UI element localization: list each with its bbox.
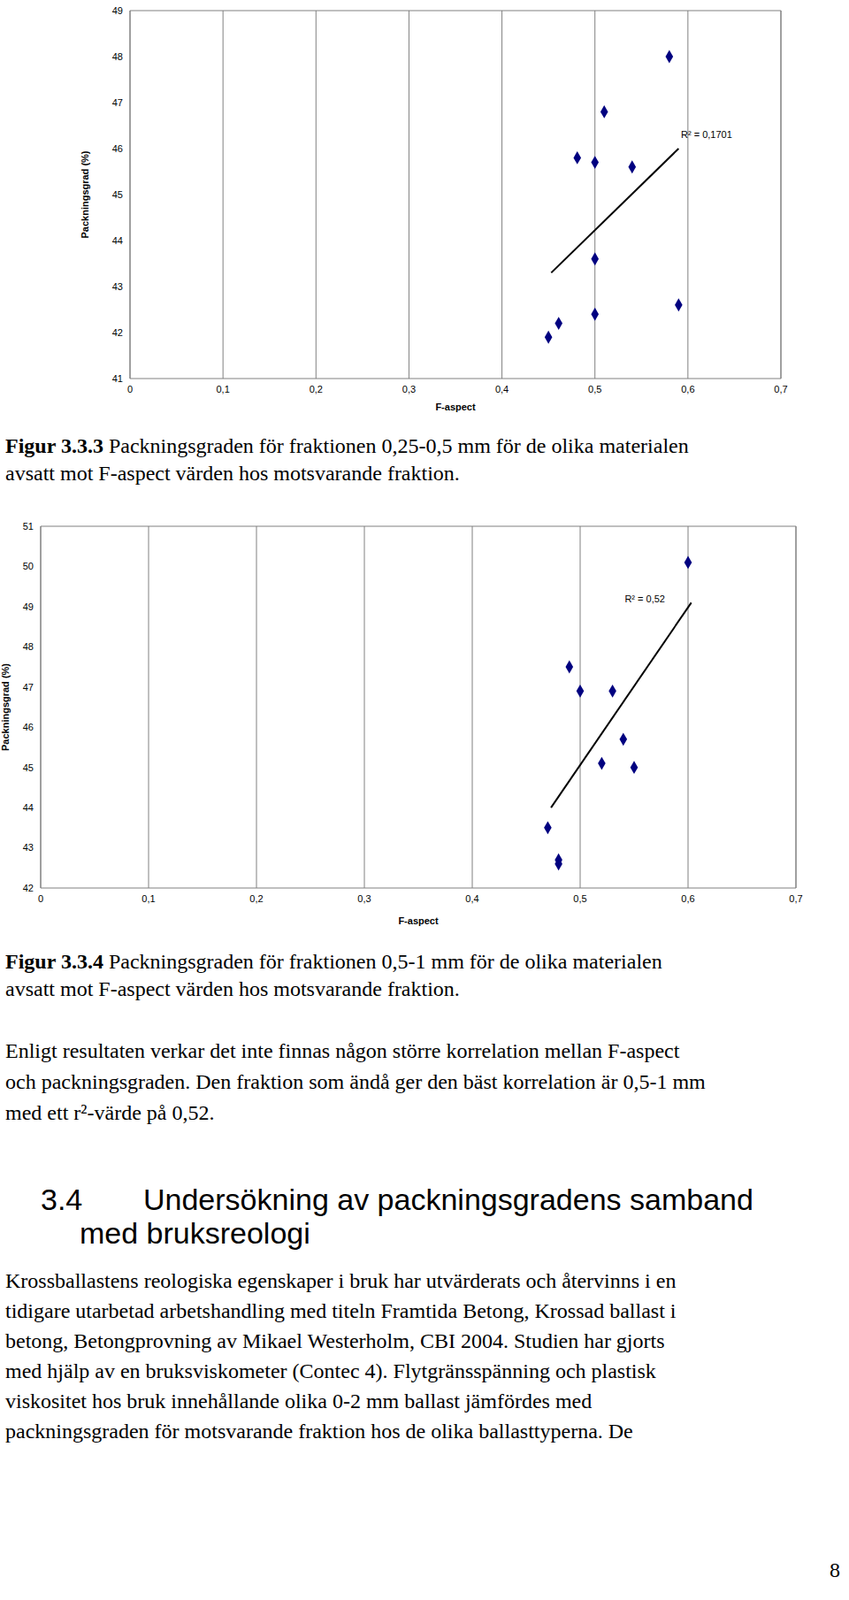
svg-text:Packningsgrad (%): Packningsgrad (%) [7, 663, 11, 751]
svg-text:0,5: 0,5 [573, 893, 587, 904]
svg-text:0,3: 0,3 [357, 893, 371, 904]
svg-text:44: 44 [112, 235, 123, 246]
html-text:Figur 3.3.3 Packningsgraden fö: Figur 3.3.3 Packningsgraden för fraktion… [5, 434, 689, 458]
svg-text:0,5: 0,5 [588, 383, 602, 395]
svg-text:0,1: 0,1 [215, 383, 230, 395]
svg-text:Packningsgrad (%): Packningsgrad (%) [79, 150, 91, 238]
svg-text:42: 42 [112, 327, 123, 338]
svg-text:0,1: 0,1 [141, 893, 155, 904]
svg-text:0: 0 [127, 383, 133, 395]
html-text:viskositet hos bruk innehållan: viskositet hos bruk innehållande olika 0… [5, 1389, 592, 1413]
svg-text:44: 44 [22, 802, 34, 813]
html-text:Figur 3.3.4 Packningsgraden fö: Figur 3.3.4 Packningsgraden för fraktion… [5, 949, 663, 973]
svg-text:0,4: 0,4 [465, 893, 479, 904]
html-text:och packningsgraden. Den frakt: och packningsgraden. Den fraktion som än… [5, 1070, 706, 1094]
svg-text:51: 51 [22, 520, 34, 532]
svg-text:0,4: 0,4 [495, 383, 509, 395]
svg-text:0,6: 0,6 [680, 893, 695, 904]
svg-text:49: 49 [112, 5, 123, 16]
html-text:med hjälp av en bruksviskomete: med hjälp av en bruksviskometer (Contec … [5, 1359, 657, 1383]
svg-text:50: 50 [22, 560, 34, 572]
html-text:med ett r²-värde på 0,52.: med ett r²-värde på 0,52. [5, 1101, 215, 1125]
svg-text:47: 47 [22, 681, 34, 693]
svg-text:F-aspect: F-aspect [435, 401, 476, 413]
svg-text:41: 41 [112, 373, 123, 384]
html-text:Undersökning av packningsgrade: Undersökning av packningsgradens samband [143, 1182, 754, 1217]
svg-text:0: 0 [38, 893, 44, 904]
svg-text:42: 42 [22, 882, 34, 894]
html-text:avsatt mot F-aspect värden hos: avsatt mot F-aspect värden hos motsvaran… [5, 977, 460, 1001]
html-text:Enligt resultaten verkar det i: Enligt resultaten verkar det inte finnas… [5, 1039, 680, 1063]
svg-text:0,2: 0,2 [309, 383, 323, 395]
html-text:med bruksreologi: med bruksreologi [79, 1216, 311, 1250]
svg-text:46: 46 [22, 721, 34, 733]
svg-text:43: 43 [22, 841, 34, 853]
svg-text:43: 43 [112, 281, 123, 292]
svg-text:45: 45 [112, 189, 123, 200]
html-text:tidigare utarbetad arbetshandl: tidigare utarbetad arbetshandling med ti… [5, 1299, 677, 1323]
svg-text:48: 48 [22, 641, 34, 652]
svg-text:0,7: 0,7 [788, 893, 803, 904]
svg-text:45: 45 [22, 762, 34, 773]
svg-text:0,3: 0,3 [402, 383, 416, 395]
svg-text:R² = 0,1701: R² = 0,1701 [680, 129, 733, 140]
svg-text:49: 49 [22, 601, 34, 612]
svg-text:0,2: 0,2 [249, 893, 263, 904]
svg-text:R² = 0,52: R² = 0,52 [624, 593, 666, 605]
html-text:betong, Betongprovning av Mika: betong, Betongprovning av Mikael Westerh… [5, 1329, 665, 1353]
svg-text:46: 46 [112, 143, 123, 154]
html-text:packningsgraden för motsvarand: packningsgraden för motsvarande fraktion… [5, 1419, 634, 1443]
svg-text:F-aspect: F-aspect [397, 915, 439, 926]
html-text:avsatt mot F-aspect värden hos: avsatt mot F-aspect värden hos motsvaran… [5, 461, 460, 485]
svg-text:0,7: 0,7 [773, 383, 788, 395]
svg-text:0,6: 0,6 [680, 383, 695, 395]
svg-text:47: 47 [112, 97, 123, 108]
svg-text:48: 48 [112, 51, 123, 62]
html-text:3.4: 3.4 [40, 1182, 83, 1217]
html-text:Krossballastens reologiska ege: Krossballastens reologiska egenskaper i … [5, 1269, 677, 1293]
html-text:8: 8 [829, 1558, 841, 1582]
